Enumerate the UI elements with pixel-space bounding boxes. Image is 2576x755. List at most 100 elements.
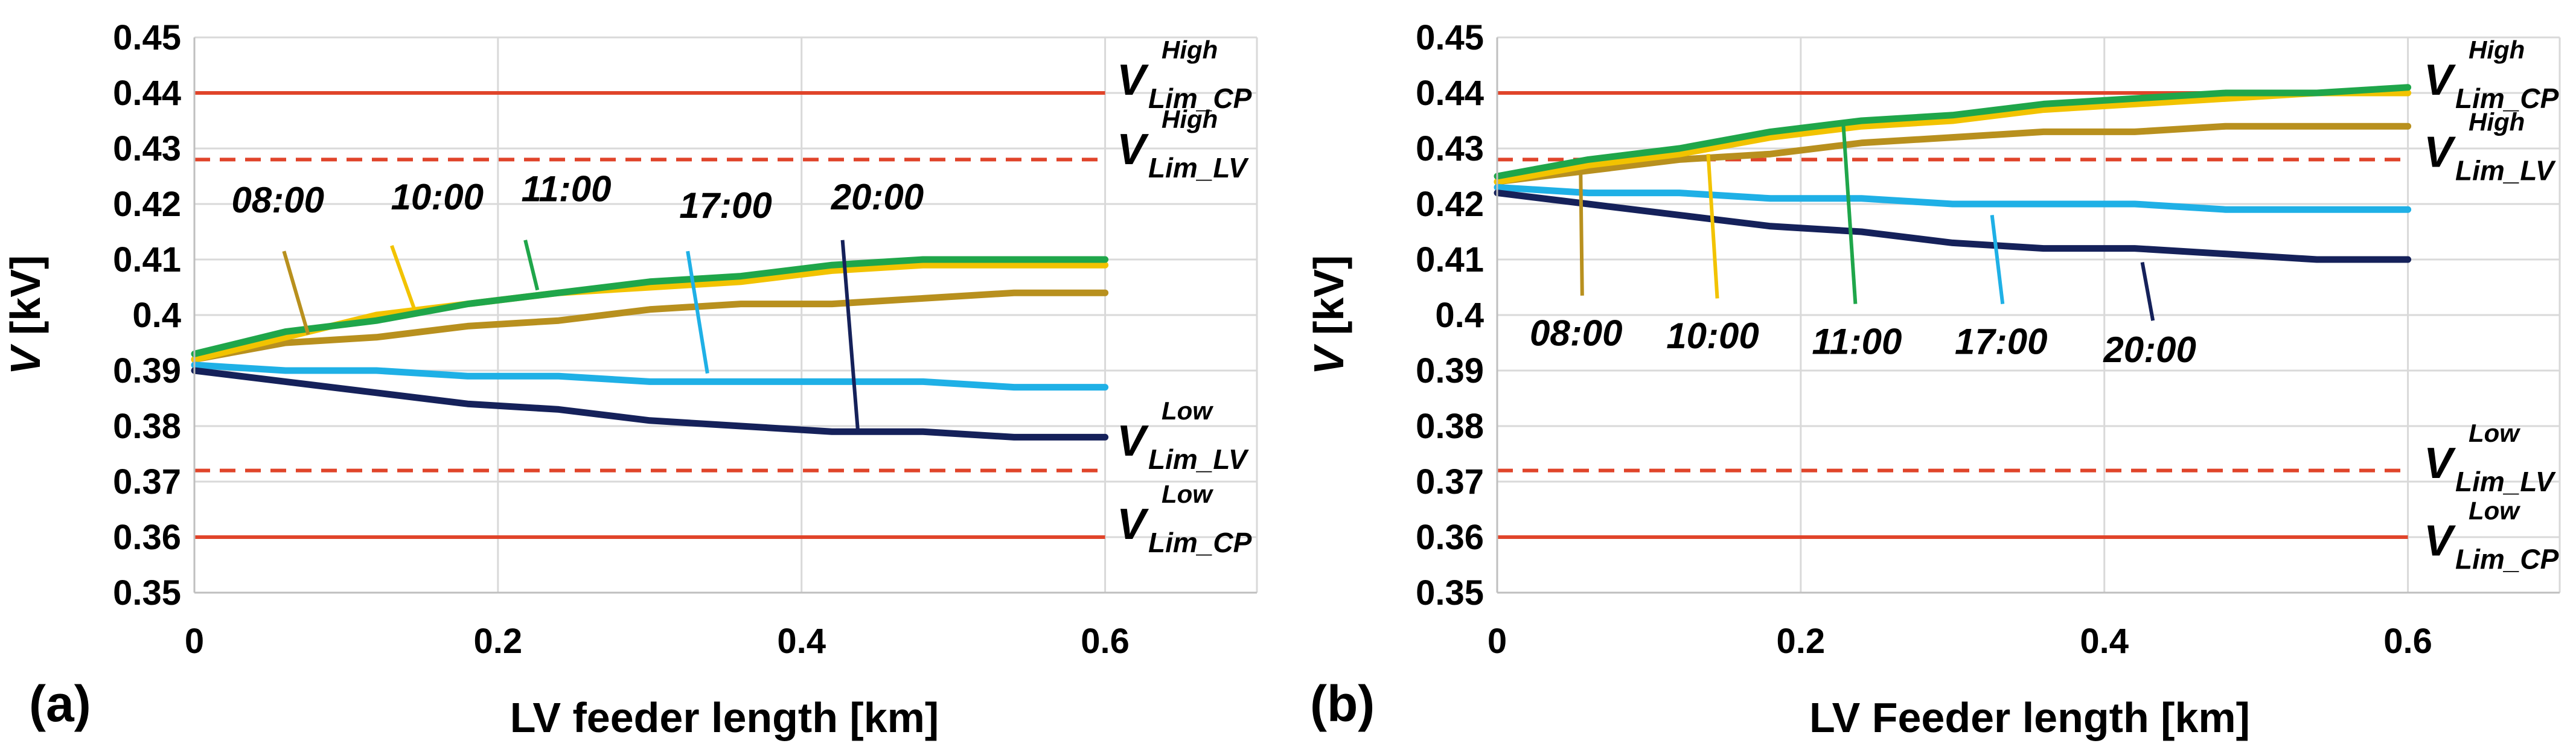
limit-label-high-lim-lv: V High Lim_LV: [2424, 108, 2556, 186]
limit-label-symbol: V: [2424, 517, 2456, 565]
series-label-1700: 17:00: [679, 185, 772, 226]
series-label-0800: 08:00: [1530, 313, 1622, 354]
panel-label: (b): [1310, 675, 1375, 732]
y-tick-label: 0.41: [1416, 240, 1484, 279]
y-tick-label: 0.45: [1416, 18, 1484, 57]
y-axis-title-unit: [kV]: [2, 255, 49, 347]
series-label-2000: 20:00: [831, 177, 924, 217]
limit-label-symbol: V: [2424, 439, 2456, 488]
x-axis-title: LV Feeder length [km]: [1809, 694, 2250, 741]
limit-label-superscript: Low: [1162, 397, 1213, 425]
leader-line-0800: [282, 250, 310, 336]
y-tick-label: 0.42: [1416, 185, 1484, 224]
y-axis-title-unit: [kV]: [1305, 255, 1352, 347]
y-tick-label: 0.4: [132, 296, 181, 335]
limit-label-symbol: V: [2424, 129, 2456, 177]
x-tick-label: 0.2: [1777, 622, 1826, 661]
limit-label-low-lim-cp: V Low Lim_CP: [1117, 480, 1252, 558]
x-axis-title: LV feeder length [km]: [510, 694, 939, 741]
x-tick-label: 0.4: [2080, 622, 2129, 661]
series-label-1000: 10:00: [1666, 316, 1759, 356]
series-line-1100: [1494, 84, 2412, 180]
y-tick-label: 0.38: [113, 407, 181, 446]
y-tick-label: 0.43: [1416, 129, 1484, 168]
leader-line-1100: [1841, 123, 1858, 304]
y-tick-label: 0.35: [1416, 573, 1484, 613]
y-axis-title-symbol: V: [1305, 343, 1352, 375]
y-axis-title-symbol: V: [2, 343, 49, 375]
limit-label-low-lim-lv: V Low Lim_LV: [2424, 419, 2556, 497]
chart-panel-b: 0.35 0.36 0.37 0.38 0.39 0.4 0.41 0.42 0.43 0.44 0…: [1305, 18, 2561, 741]
y-tick-label: 0.44: [1416, 74, 1484, 113]
limit-label-high-lim-cp: V High Lim_CP: [1117, 36, 1252, 114]
x-tick-label: 0: [1488, 622, 1507, 661]
limit-label-superscript: High: [2469, 108, 2525, 136]
series-line-0800: [191, 289, 1109, 363]
y-axis-title: V [kV]: [2, 255, 49, 375]
limit-label-symbol: V: [1117, 126, 1149, 174]
y-tick-label: 0.39: [1416, 351, 1484, 390]
limit-label-subscript: Lim_CP: [2455, 83, 2559, 114]
series-label-2000: 20:00: [2103, 330, 2196, 370]
leader-line-1100: [523, 240, 540, 291]
y-tick-label: 0.36: [1416, 518, 1484, 557]
y-tick-label: 0.41: [113, 240, 181, 279]
x-tick-label: 0.2: [474, 622, 523, 661]
series-label-0800: 08:00: [232, 180, 324, 220]
leader-line-1700: [686, 250, 709, 374]
leader-line-0800: [1579, 173, 1584, 296]
limit-label-high-lim-lv: V High Lim_LV: [1117, 105, 1249, 183]
limit-label-superscript: High: [2469, 36, 2525, 64]
limit-label-subscript: Lim_LV: [1148, 152, 1249, 183]
limit-label-symbol: V: [2424, 56, 2456, 104]
y-tick-label: 0.42: [113, 185, 181, 224]
y-axis-title: V [kV]: [1305, 255, 1352, 375]
series-line-1000: [1494, 89, 2412, 185]
leader-line-2000: [2140, 262, 2155, 321]
limit-label-symbol: V: [1117, 417, 1149, 465]
limit-label-symbol: V: [1117, 56, 1149, 104]
leader-line-1700: [1990, 215, 2005, 304]
x-tick-label: 0: [185, 622, 204, 661]
y-tick-label: 0.45: [113, 18, 181, 57]
y-tick-label: 0.4: [1435, 296, 1484, 335]
series-line-1700: [191, 362, 1109, 391]
limit-label-subscript: Lim_CP: [1148, 527, 1252, 558]
x-tick-label: 0.4: [777, 622, 826, 661]
limit-label-superscript: High: [1162, 105, 1218, 133]
y-tick-label: 0.44: [113, 74, 181, 113]
series-label-1100: 11:00: [521, 168, 611, 209]
limit-label-subscript: Lim_LV: [2455, 466, 2556, 497]
limit-label-superscript: Low: [1162, 480, 1213, 508]
limit-label-symbol: V: [1117, 500, 1149, 549]
y-tick-label: 0.36: [113, 518, 181, 557]
series-line-0800: [1494, 123, 2412, 185]
limit-label-low-lim-cp: V Low Lim_CP: [2424, 497, 2559, 575]
series-line-2000: [1494, 190, 2412, 263]
y-tick-label: 0.43: [113, 129, 181, 168]
leader-line-2000: [840, 240, 860, 429]
series-line-1700: [1494, 183, 2412, 213]
series-line-1100: [191, 256, 1109, 357]
limit-label-subscript: Lim_CP: [2455, 544, 2559, 575]
panel-label: (a): [29, 675, 91, 732]
leader-line-1000: [1706, 154, 1719, 299]
limit-label-high-lim-cp: V High Lim_CP: [2424, 36, 2559, 114]
series-label-1700: 17:00: [1955, 321, 2047, 362]
limit-label-low-lim-lv: V Low Lim_LV: [1117, 397, 1249, 475]
y-tick-label: 0.38: [1416, 407, 1484, 446]
series-label-1000: 10:00: [391, 177, 484, 217]
limit-label-subscript: Lim_CP: [1148, 83, 1252, 114]
y-tick-label: 0.37: [113, 462, 181, 502]
chart-panel-a: 0.35 0.36 0.37 0.38 0.39 0.4 0.41 0.42 0.43 0.44 0…: [2, 18, 1258, 741]
x-tick-label: 0.6: [1081, 622, 1130, 661]
series-line-2000: [191, 367, 1109, 441]
limit-label-superscript: Low: [2469, 419, 2520, 447]
y-tick-label: 0.35: [113, 573, 181, 613]
limit-label-subscript: Lim_LV: [2455, 155, 2556, 186]
limit-label-subscript: Lim_LV: [1148, 444, 1249, 475]
y-tick-label: 0.37: [1416, 462, 1484, 502]
limit-label-superscript: High: [1162, 36, 1218, 64]
limit-label-superscript: Low: [2469, 497, 2520, 525]
